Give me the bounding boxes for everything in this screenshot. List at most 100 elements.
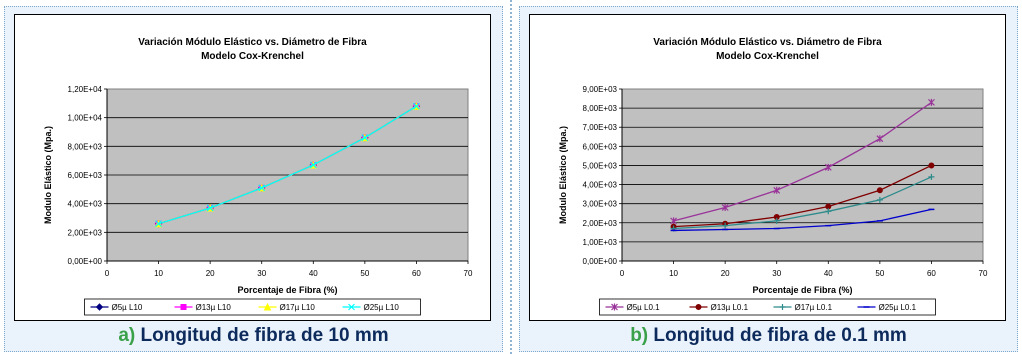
y-tick-label: 6,00E+03 bbox=[583, 142, 618, 151]
y-tick-label: 9,00E+03 bbox=[583, 85, 618, 94]
data-point bbox=[876, 196, 883, 203]
x-tick-label: 30 bbox=[772, 269, 781, 278]
series-2 bbox=[670, 173, 935, 232]
data-point bbox=[206, 204, 214, 212]
y-tick-label: 8,00E+03 bbox=[583, 104, 618, 113]
data-point bbox=[309, 161, 317, 169]
y-tick-label: 2,00E+03 bbox=[583, 219, 618, 228]
series-3 bbox=[670, 208, 935, 232]
legend-label: Ø25µ L10 bbox=[364, 303, 400, 312]
series-line bbox=[673, 101, 932, 222]
x-tick-label: 10 bbox=[154, 269, 163, 278]
data-point bbox=[824, 163, 832, 171]
x-tick-label: 40 bbox=[824, 269, 833, 278]
caption-b-text: Longitud de fibra de 0.1 mm bbox=[653, 325, 907, 346]
legend-box bbox=[84, 298, 421, 316]
legend-label: Ø5µ L0.1 bbox=[627, 303, 661, 312]
x-tick-label: 20 bbox=[721, 269, 730, 278]
data-point bbox=[825, 203, 832, 210]
data-point bbox=[413, 102, 420, 110]
data-point bbox=[773, 186, 781, 194]
data-point bbox=[773, 217, 780, 224]
y-tick-label: 1,00E+04 bbox=[68, 114, 103, 123]
x-tick-label: 40 bbox=[309, 269, 318, 278]
caption-b: b) Longitud de fibra de 0.1 mm bbox=[520, 325, 1017, 347]
x-tick-label: 20 bbox=[206, 269, 215, 278]
x-tick-label: 60 bbox=[412, 269, 421, 278]
legend-marker bbox=[348, 303, 355, 311]
data-point bbox=[155, 220, 162, 228]
x-tick-label: 70 bbox=[979, 269, 988, 278]
series-0 bbox=[670, 98, 935, 225]
data-point bbox=[876, 135, 884, 143]
x-tick-label: 0 bbox=[105, 269, 110, 278]
panel-b: Variación Módulo Elástico vs. Diámetro d… bbox=[519, 6, 1018, 352]
caption-a-text: Longitud de fibra de 10 mm bbox=[140, 325, 389, 346]
panel-divider bbox=[510, 0, 512, 354]
data-point bbox=[722, 222, 729, 229]
data-point bbox=[928, 173, 935, 180]
data-point bbox=[721, 203, 729, 211]
data-point bbox=[928, 162, 935, 169]
x-tick-label: 30 bbox=[257, 269, 266, 278]
x-tick-label: 0 bbox=[620, 269, 625, 278]
data-point bbox=[258, 184, 266, 192]
panel-a: Variación Módulo Elástico vs. Diámetro d… bbox=[4, 6, 503, 352]
y-tick-label: 4,00E+03 bbox=[583, 181, 618, 190]
chart-title: Variación Módulo Elástico vs. Diámetro d… bbox=[138, 37, 367, 48]
data-point bbox=[361, 134, 369, 142]
data-point bbox=[928, 98, 935, 106]
chart-a-svg: Variación Módulo Elástico vs. Diámetro d… bbox=[43, 37, 473, 316]
legend-marker bbox=[779, 304, 786, 310]
y-axis-label: Modulo Elástico (Mpa.) bbox=[558, 126, 568, 224]
legend-label: Ø13µ L10 bbox=[196, 303, 232, 312]
plot-area bbox=[621, 88, 984, 262]
chart-subtitle: Modelo Cox-Krenchel bbox=[201, 51, 304, 62]
y-tick-label: 5,00E+03 bbox=[583, 161, 618, 170]
series-line bbox=[158, 105, 417, 225]
y-tick-label: 0,00E+00 bbox=[68, 257, 103, 266]
x-axis-label: Porcentaje de Fibra (%) bbox=[752, 285, 852, 295]
legend-label: Ø17µ L10 bbox=[280, 303, 316, 312]
x-tick-label: 50 bbox=[875, 269, 884, 278]
series-3 bbox=[155, 102, 420, 228]
x-tick-label: 70 bbox=[464, 269, 473, 278]
y-tick-label: 6,00E+03 bbox=[68, 171, 103, 180]
data-point bbox=[876, 187, 883, 194]
legend-marker bbox=[695, 304, 702, 310]
legend-label: Ø5µ L10 bbox=[112, 303, 143, 312]
chart-title: Variación Módulo Elástico vs. Diámetro d… bbox=[653, 37, 882, 48]
chart-b: Variación Módulo Elástico vs. Diámetro d… bbox=[529, 14, 1006, 321]
caption-a: a) Longitud de fibra de 10 mm bbox=[5, 325, 502, 347]
y-tick-label: 4,00E+03 bbox=[68, 200, 103, 209]
y-tick-label: 7,00E+03 bbox=[583, 123, 618, 132]
caption-a-letter: a) bbox=[118, 325, 136, 346]
y-tick-label: 8,00E+03 bbox=[68, 142, 103, 151]
data-point bbox=[670, 217, 677, 225]
series-line bbox=[673, 164, 932, 228]
series-line bbox=[673, 176, 932, 230]
chart-subtitle: Modelo Cox-Krenchel bbox=[716, 51, 819, 62]
y-tick-label: 2,00E+03 bbox=[68, 228, 103, 237]
y-axis-label: Modulo Elástico (Mpa.) bbox=[43, 126, 53, 224]
data-point bbox=[825, 208, 832, 215]
x-tick-label: 10 bbox=[669, 269, 678, 278]
y-tick-label: 3,00E+03 bbox=[583, 200, 618, 209]
legend-box bbox=[599, 298, 936, 316]
legend-label: Ø17µ L0.1 bbox=[795, 303, 833, 312]
series-line bbox=[673, 208, 932, 232]
y-tick-label: 1,20E+04 bbox=[68, 85, 103, 94]
chart-a: Variación Módulo Elástico vs. Diámetro d… bbox=[14, 14, 491, 321]
chart-b-svg: Variación Módulo Elástico vs. Diámetro d… bbox=[558, 37, 988, 316]
y-tick-label: 1,00E+03 bbox=[583, 238, 618, 247]
x-tick-label: 50 bbox=[360, 269, 369, 278]
x-tick-label: 60 bbox=[927, 269, 936, 278]
caption-b-letter: b) bbox=[630, 325, 649, 346]
legend-marker bbox=[263, 302, 272, 311]
legend-label: Ø25µ L0.1 bbox=[879, 303, 917, 312]
legend-marker bbox=[180, 304, 187, 310]
y-tick-label: 0,00E+00 bbox=[583, 257, 618, 266]
x-axis-label: Porcentaje de Fibra (%) bbox=[237, 285, 337, 295]
legend-marker bbox=[95, 303, 104, 311]
legend-label: Ø13µ L0.1 bbox=[711, 303, 749, 312]
